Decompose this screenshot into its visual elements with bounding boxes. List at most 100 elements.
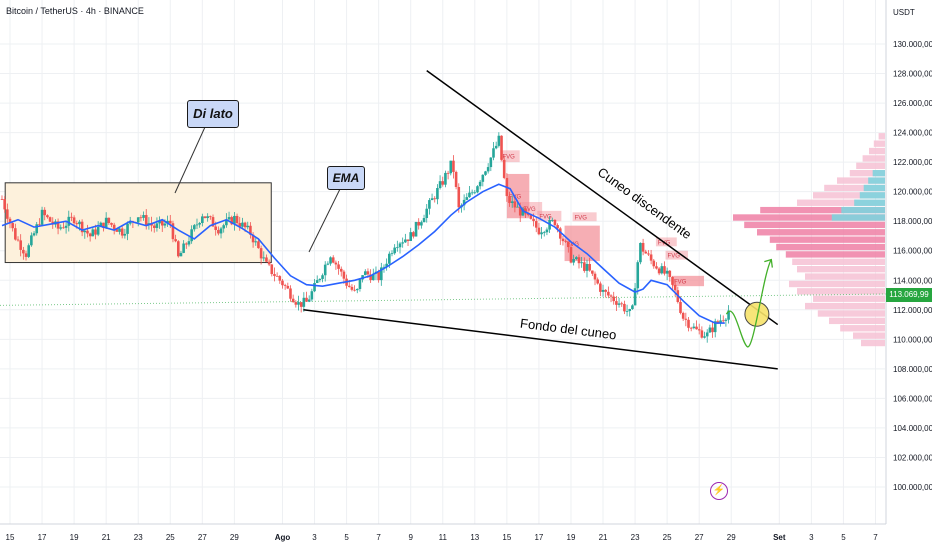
candle-body	[542, 232, 546, 234]
candle-body	[67, 216, 71, 226]
candle-body	[86, 230, 89, 234]
volume-profile-bar	[863, 184, 885, 192]
x-tick-label: 27	[198, 533, 207, 542]
candle-body	[636, 262, 640, 289]
candle-body	[532, 218, 535, 222]
x-tick-label: 5	[841, 533, 846, 542]
candle-body	[644, 251, 648, 254]
fvg-label: FVG	[575, 215, 588, 221]
candle-body	[494, 145, 498, 149]
candle-body	[286, 285, 290, 289]
candle-body	[8, 218, 12, 224]
candle-body	[476, 186, 479, 193]
fvg-zone	[671, 275, 705, 287]
candle-body	[692, 326, 696, 329]
candle-body	[56, 221, 60, 229]
candle-body	[537, 227, 541, 235]
y-tick-label: 124.000,00	[893, 129, 932, 138]
candle-body	[521, 208, 525, 216]
fvg-label: FVG	[502, 155, 515, 161]
volume-profile-bar	[797, 266, 885, 273]
candle-body	[524, 208, 527, 214]
candle-body	[209, 216, 212, 218]
callout-pointer-ema	[308, 188, 341, 253]
candle-body	[22, 249, 25, 254]
candle-body	[355, 288, 359, 291]
target-circle	[744, 301, 770, 327]
candle-body	[163, 223, 167, 226]
candle-body	[436, 188, 439, 200]
volume-profile-bar	[849, 170, 885, 177]
candle-body	[233, 215, 236, 225]
candle-body	[262, 257, 266, 259]
candle-body	[128, 221, 132, 224]
candle-body	[241, 222, 244, 227]
candle-body	[273, 274, 276, 276]
candle-body	[112, 224, 116, 230]
candle-body	[585, 264, 589, 271]
candle-body	[275, 275, 279, 277]
candle-body	[497, 135, 501, 146]
volume-profile-bar	[837, 177, 885, 184]
candle-body	[489, 157, 493, 168]
candle-body	[639, 242, 642, 263]
candle-body	[190, 229, 193, 242]
candle-body	[609, 295, 613, 297]
candle-body	[254, 241, 258, 243]
x-tick-label: 17	[38, 533, 47, 542]
candle-body	[382, 266, 386, 268]
candle-body	[227, 217, 231, 220]
x-tick-label: 5	[344, 533, 349, 542]
candle-body	[339, 268, 343, 272]
fvg-zone	[655, 237, 677, 247]
y-tick-label: 114.000,00	[893, 276, 932, 285]
candle-body	[83, 230, 87, 233]
x-tick-label: Ago	[275, 533, 291, 542]
lightning-icon[interactable]: ⚡	[710, 482, 728, 500]
candle-body	[433, 198, 437, 200]
candle-body	[420, 222, 423, 226]
candle-body	[313, 283, 316, 292]
candle-body	[409, 232, 412, 241]
candle-body	[518, 206, 522, 216]
candle-body	[70, 216, 73, 218]
volume-profile-bar	[769, 236, 885, 243]
candle-body	[569, 247, 573, 263]
candle-body	[198, 223, 201, 225]
candle-body	[347, 285, 351, 287]
candle-body	[695, 326, 698, 330]
candle-body	[700, 330, 704, 338]
candle-body	[529, 214, 533, 219]
candle-body	[462, 199, 466, 206]
candle-body	[62, 227, 65, 229]
candle-body	[414, 221, 418, 237]
currency-unit-label: USDT	[893, 8, 915, 17]
candle-body	[380, 267, 383, 281]
fvg-label: FVG	[539, 215, 552, 221]
candle-body	[721, 320, 725, 322]
candle-body	[11, 223, 14, 229]
candle-body	[185, 243, 188, 245]
candle-body	[104, 217, 108, 228]
candle-body	[243, 222, 247, 228]
candle-body	[32, 233, 36, 236]
candle-body	[291, 298, 295, 303]
x-tick-label: 7	[873, 533, 878, 542]
candle-body	[283, 285, 287, 286]
candle-body	[484, 171, 487, 175]
candle-body	[38, 224, 41, 226]
volume-profile-bar	[813, 295, 885, 302]
candle-body	[206, 216, 209, 219]
fvg-label: FVG	[668, 254, 681, 260]
callout-ema: EMA	[327, 166, 365, 190]
candle-body	[358, 279, 362, 289]
candle-body	[342, 271, 346, 279]
candle-body	[398, 243, 402, 248]
y-tick-label: 128.000,00	[893, 70, 932, 79]
candle-body	[465, 197, 469, 200]
candle-body	[625, 311, 629, 312]
callout-di-lato: Di lato	[187, 100, 239, 128]
candle-body	[24, 253, 28, 257]
